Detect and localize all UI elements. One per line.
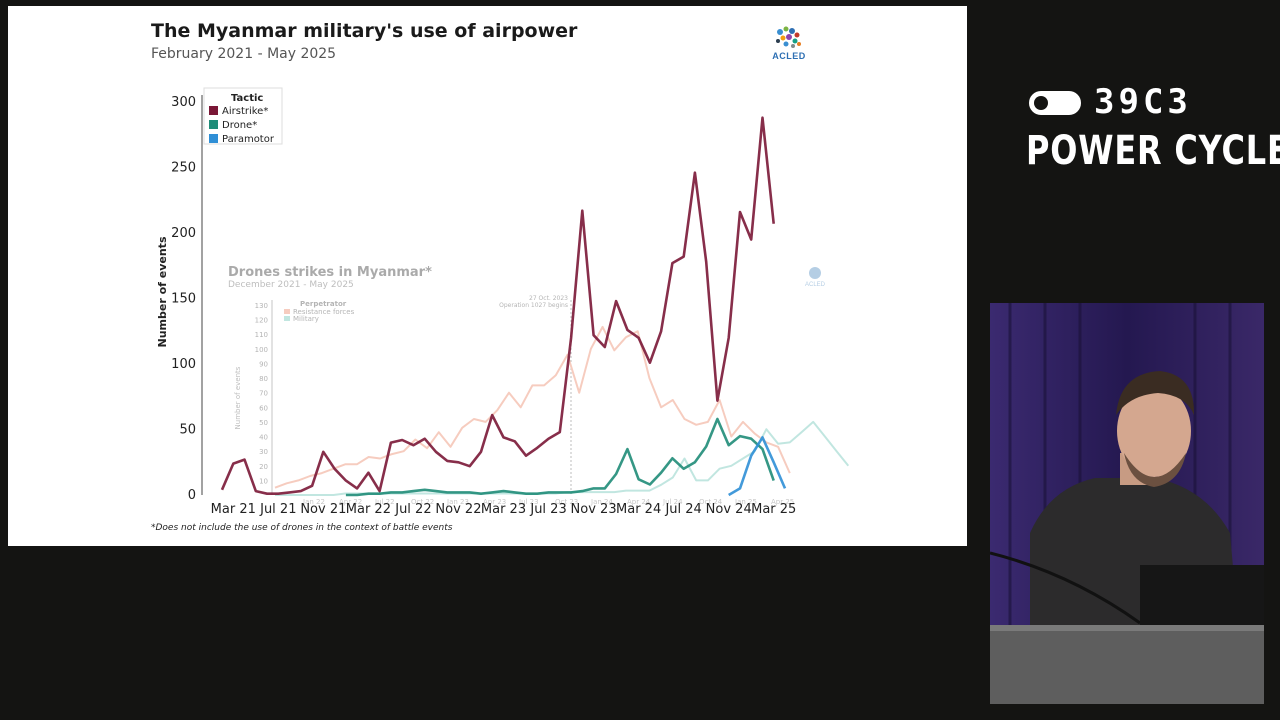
- x-tick-label: Nov 24: [706, 502, 752, 517]
- inset-x-tick-label: Jan 22: [302, 498, 325, 506]
- slide: The Myanmar military's use of airpower F…: [8, 6, 967, 546]
- inset-x-tick-label: Jul 24: [662, 498, 683, 506]
- x-tick-label: Nov 23: [571, 502, 617, 517]
- x-tick-label: Nov 21: [300, 502, 346, 517]
- inset-x-tick-label: Oct 24: [699, 498, 723, 506]
- inset-x-tick-label: Jan 25: [734, 498, 757, 506]
- legend-label: Paramotor: [222, 134, 275, 145]
- inset-x-tick-label: Jan 24: [590, 498, 613, 506]
- toggle-logo-icon: [1029, 91, 1081, 115]
- acled-logo-icon: [776, 26, 801, 48]
- y-tick-label: 200: [171, 226, 196, 241]
- inset-x-tick-label: Jul 23: [518, 498, 539, 506]
- inset-x-tick-label: Oct 23: [555, 498, 578, 506]
- inset-y-tick-label: 70: [259, 390, 268, 398]
- inset-x-tick-label: Oct 22: [411, 498, 434, 506]
- inset-y-tick-label: 80: [259, 375, 268, 383]
- series-line-paramotor: [728, 436, 787, 497]
- airpower-chart: Drones strikes in Myanmar*December 2021 …: [156, 87, 850, 517]
- inset-y-tick-label: 90: [259, 360, 268, 368]
- y-axis-label: Number of events: [156, 236, 169, 347]
- inset-y-axis-label: Number of events: [234, 366, 242, 429]
- inset-legend-swatch: [284, 309, 290, 314]
- legend-label: Airstrike*: [222, 106, 268, 117]
- x-tick-label: Jul 22: [394, 502, 431, 517]
- inset-legend-swatch: [284, 316, 290, 321]
- inset-y-tick-label: 100: [255, 346, 268, 354]
- legend-title: Tactic: [231, 93, 263, 104]
- inset-legend-title: Perpetrator: [300, 300, 347, 308]
- inset-y-tick-label: 130: [255, 302, 268, 310]
- legend-swatch: [209, 106, 218, 115]
- inset-logo-icon: [809, 267, 821, 279]
- y-tick-label: 100: [171, 357, 196, 372]
- inset-y-tick-label: 10: [259, 477, 268, 485]
- inset-x-tick-label: Apr 24: [627, 498, 651, 506]
- y-tick-label: 0: [188, 488, 196, 503]
- x-tick-label: Jul 24: [664, 502, 701, 517]
- inset-annotation-date: 27 Oct. 2023: [529, 295, 568, 302]
- legend-label: Drone*: [222, 120, 257, 131]
- inset-legend-label: Resistance forces: [293, 308, 355, 316]
- footnote: *Does not include the use of drones in t…: [151, 523, 453, 533]
- inset-x-tick-label: Jul 22: [374, 498, 395, 506]
- inset-y-tick-label: 30: [259, 448, 268, 456]
- inset-y-tick-label: 120: [255, 317, 268, 325]
- inset-subtitle: December 2021 - May 2025: [228, 280, 354, 290]
- inset-title: Drones strikes in Myanmar*: [228, 265, 432, 280]
- legend-swatch: [209, 134, 218, 143]
- inset-x-tick-label: Apr 25: [771, 498, 794, 506]
- inset-series-line: [274, 325, 791, 489]
- inset-x-tick-label: Jan 23: [446, 498, 469, 506]
- inset-y-tick-label: 50: [259, 419, 268, 427]
- legend: Tactic Airstrike* Drone* Paramotor: [203, 87, 283, 145]
- x-tick-label: Jul 21: [259, 502, 296, 517]
- x-tick-label: Jul 23: [529, 502, 566, 517]
- x-tick-label: Nov 22: [435, 502, 481, 517]
- inset-logo-text: ACLED: [805, 282, 826, 288]
- inset-x-tick-label: Apr 22: [339, 498, 362, 506]
- inset-annotation-text: Operation 1027 begins: [499, 302, 568, 309]
- speaker-video: [990, 303, 1264, 704]
- y-tick-label: 250: [171, 161, 196, 176]
- x-tick-label: Mar 25: [751, 502, 796, 517]
- legend-swatch: [209, 120, 218, 129]
- x-tick-label: Mar 23: [481, 502, 526, 517]
- inset-y-tick-label: 20: [259, 463, 268, 471]
- chart-title: The Myanmar military's use of airpower: [151, 20, 578, 42]
- inset-y-tick-label: 60: [259, 404, 268, 412]
- x-tick-label: Mar 24: [616, 502, 661, 517]
- y-tick-label: 300: [171, 95, 196, 110]
- series-line-drone: [345, 417, 775, 497]
- inset-y-tick-label: 110: [255, 331, 268, 339]
- inset-y-tick-label: 40: [259, 434, 268, 442]
- event-motto: POWER CYCLES: [1026, 128, 1280, 174]
- x-tick-label: Mar 22: [346, 502, 391, 517]
- inset-drone-chart: Drones strikes in Myanmar*December 2021 …: [228, 265, 850, 506]
- acled-logo-text: ACLED: [772, 51, 806, 61]
- series-line-airstrike: [220, 116, 775, 495]
- x-tick-label: Mar 21: [211, 502, 256, 517]
- y-tick-label: 150: [171, 292, 196, 307]
- inset-x-tick-label: Apr 23: [483, 498, 506, 506]
- inset-legend-label: Military: [293, 315, 319, 323]
- chart-subtitle: February 2021 - May 2025: [151, 46, 337, 62]
- y-tick-label: 50: [179, 423, 196, 438]
- main-line-chart: 0 50 100 150 200 250 300 Number of events Mar 21…: [156, 95, 796, 517]
- event-number: 39C3: [1094, 82, 1192, 122]
